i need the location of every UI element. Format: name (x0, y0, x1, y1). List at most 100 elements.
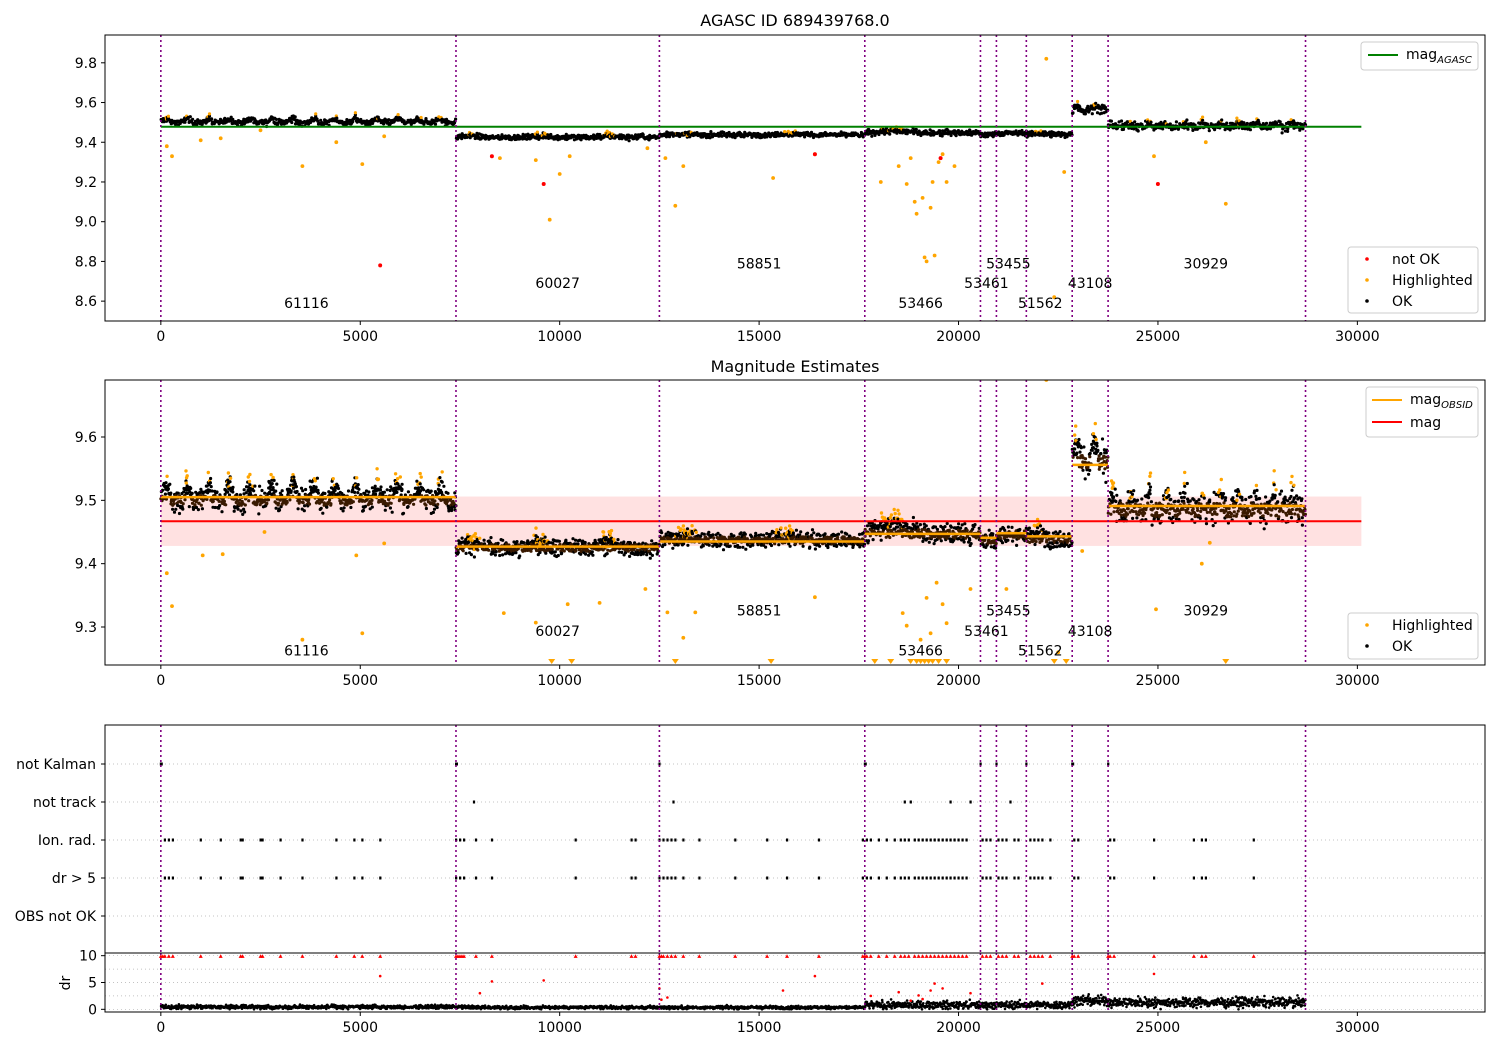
ok-point (905, 522, 909, 526)
ok-point (1103, 105, 1108, 110)
ok-point (414, 119, 418, 123)
ok-point (648, 556, 652, 560)
ok-point (902, 524, 906, 528)
ok-point (945, 521, 949, 526)
ok-point (231, 490, 235, 494)
ok-point (647, 549, 652, 553)
highlighted-point (246, 475, 250, 479)
ok-point (818, 544, 822, 548)
ok-point (346, 489, 351, 493)
ok-point (616, 538, 620, 542)
ok-point (954, 134, 958, 138)
ok-point (1083, 457, 1088, 461)
highlighted-point (904, 182, 909, 186)
ok-point (1248, 128, 1252, 132)
highlighted-point (779, 526, 783, 530)
ok-point (210, 117, 214, 121)
highlighted-point (601, 530, 606, 534)
ok-point (349, 505, 353, 510)
ok-point (911, 515, 916, 520)
ok-point (689, 536, 693, 540)
ok-point (424, 503, 428, 507)
ok-point (501, 538, 505, 542)
ok-point (228, 480, 232, 484)
highlighted-point (896, 508, 900, 512)
ok-point (921, 539, 925, 544)
ok-point (385, 488, 389, 492)
ok-point (526, 539, 530, 543)
ok-point (264, 118, 268, 122)
ok-point (275, 482, 279, 486)
ok-point (294, 485, 298, 489)
ok-point (1088, 455, 1092, 459)
ok-point (759, 533, 763, 537)
ok-point (957, 522, 961, 526)
ok-point (388, 506, 392, 510)
ok-point (321, 511, 325, 515)
highlighted-point (300, 164, 305, 169)
ok-point (280, 489, 284, 493)
highlighted-point (419, 475, 423, 479)
ok-point (721, 548, 726, 552)
ok-point (529, 549, 533, 553)
ok-point (227, 493, 232, 497)
ok-point (604, 535, 608, 540)
ok-point (374, 492, 378, 496)
ok-point (1006, 525, 1011, 529)
ok-point (292, 475, 296, 479)
ok-point (1091, 446, 1095, 450)
highlighted-point (930, 180, 935, 184)
ok-point (576, 542, 580, 546)
ok-point (1094, 101, 1098, 105)
ok-point (865, 524, 870, 528)
ok-point (270, 482, 274, 486)
ok-point (676, 532, 681, 537)
ok-point (551, 541, 555, 545)
ok-point (232, 509, 236, 513)
ok-point (498, 553, 502, 558)
ok-point (402, 502, 406, 506)
legend-box (1347, 246, 1479, 314)
ok-point (911, 527, 915, 531)
ok-point (224, 503, 228, 507)
highlighted-point (258, 128, 263, 133)
highlighted-point (932, 253, 937, 258)
highlighted-point (396, 113, 400, 117)
highlighted-point (534, 526, 538, 530)
ok-point (1126, 120, 1130, 124)
ok-point (403, 493, 407, 497)
ok-point (257, 512, 261, 516)
ok-point (991, 532, 995, 536)
ok-point (799, 530, 803, 534)
ok-point (729, 532, 733, 536)
highlighted-point (567, 154, 572, 159)
ok-point (241, 512, 245, 517)
highlighted-point (198, 138, 203, 143)
ok-point (1100, 111, 1104, 115)
ok-point (1078, 450, 1082, 454)
ok-point (314, 485, 318, 489)
ok-point (516, 547, 520, 551)
highlighted-point (535, 130, 540, 134)
ok-point (812, 531, 816, 535)
ok-point (810, 533, 814, 537)
highlighted-point (694, 530, 698, 534)
ok-point (835, 544, 839, 549)
ok-point (558, 542, 562, 547)
ok-point (935, 527, 940, 531)
ok-point (367, 490, 371, 494)
ok-point (370, 498, 374, 502)
ok-point (956, 525, 960, 530)
ok-point (1047, 531, 1051, 535)
ok-point (274, 117, 278, 121)
ok-point (382, 490, 386, 494)
highlighted-point (1044, 56, 1049, 61)
highlighted-point (1062, 170, 1067, 174)
ok-point (472, 555, 476, 559)
ok-point (918, 523, 923, 527)
highlighted-point (206, 470, 210, 475)
highlighted-point (612, 537, 616, 541)
ok-point (719, 542, 723, 546)
ok-point (323, 491, 327, 496)
ok-point (562, 549, 566, 553)
